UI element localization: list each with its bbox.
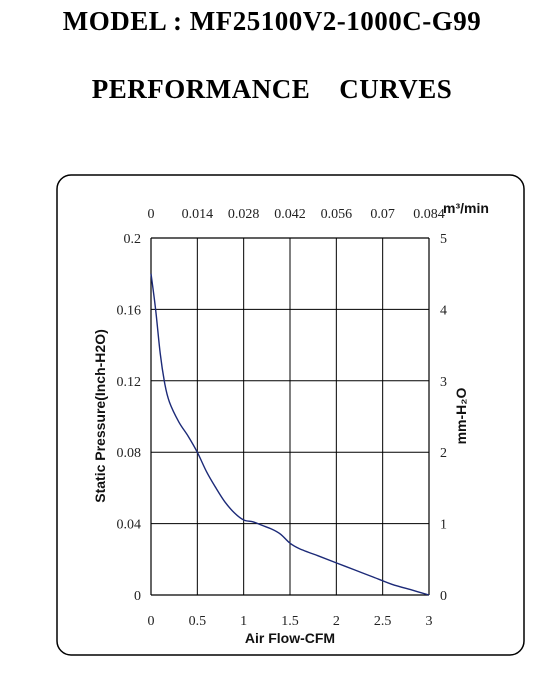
y-tick-label: 0.12 xyxy=(117,375,142,390)
x-tick-label: 1 xyxy=(240,614,247,629)
right-tick-label: 4 xyxy=(440,303,447,318)
top-tick-label: 0.084 xyxy=(413,207,445,222)
curve-layer xyxy=(150,273,430,596)
x-tick-label: 0 xyxy=(148,614,155,629)
right-tick-label: 1 xyxy=(440,518,447,533)
right-axis-unit-label: mm-H₂O xyxy=(453,388,469,445)
y-tick-label: 0 xyxy=(134,589,141,604)
y-axis-label: Static Pressure(Inch-H2O) xyxy=(92,329,108,503)
chart-grid xyxy=(150,237,430,596)
model-title: MODEL : MF25100V2-1000C-G99 xyxy=(62,6,482,36)
top-tick-label: 0.014 xyxy=(182,207,214,222)
right-tick-label: 3 xyxy=(440,375,447,390)
right-tick-label: 0 xyxy=(440,589,447,604)
x-tick-label: 3 xyxy=(426,614,433,629)
x-tick-label: 2 xyxy=(333,614,340,629)
performance-curves-title: PERFORMANCE CURVES xyxy=(91,74,453,104)
performance-curve-line xyxy=(150,273,430,596)
chart-frame xyxy=(56,174,525,656)
top-tick-label: 0.07 xyxy=(370,207,395,222)
top-tick-label: 0.028 xyxy=(228,207,260,222)
top-tick-label: 0.056 xyxy=(321,207,353,222)
top-tick-label: 0 xyxy=(148,207,155,222)
x-tick-label: 2.5 xyxy=(374,614,392,629)
x-tick-label: 0.5 xyxy=(189,614,207,629)
x-tick-label: 1.5 xyxy=(281,614,299,629)
top-axis-unit-label: m³/min xyxy=(443,200,489,216)
top-tick-label: 0.042 xyxy=(274,207,306,222)
x-axis-label: Air Flow-CFM xyxy=(245,630,335,646)
right-tick-label: 5 xyxy=(440,232,447,247)
y-tick-label: 0.08 xyxy=(117,446,142,461)
y-tick-label: 0.2 xyxy=(124,232,142,247)
chart-tick-labels: 000.50.01410.0281.50.04220.0562.50.0730.… xyxy=(117,207,448,629)
y-tick-label: 0.04 xyxy=(117,518,142,533)
right-tick-label: 2 xyxy=(440,446,447,461)
y-tick-label: 0.16 xyxy=(117,303,142,318)
